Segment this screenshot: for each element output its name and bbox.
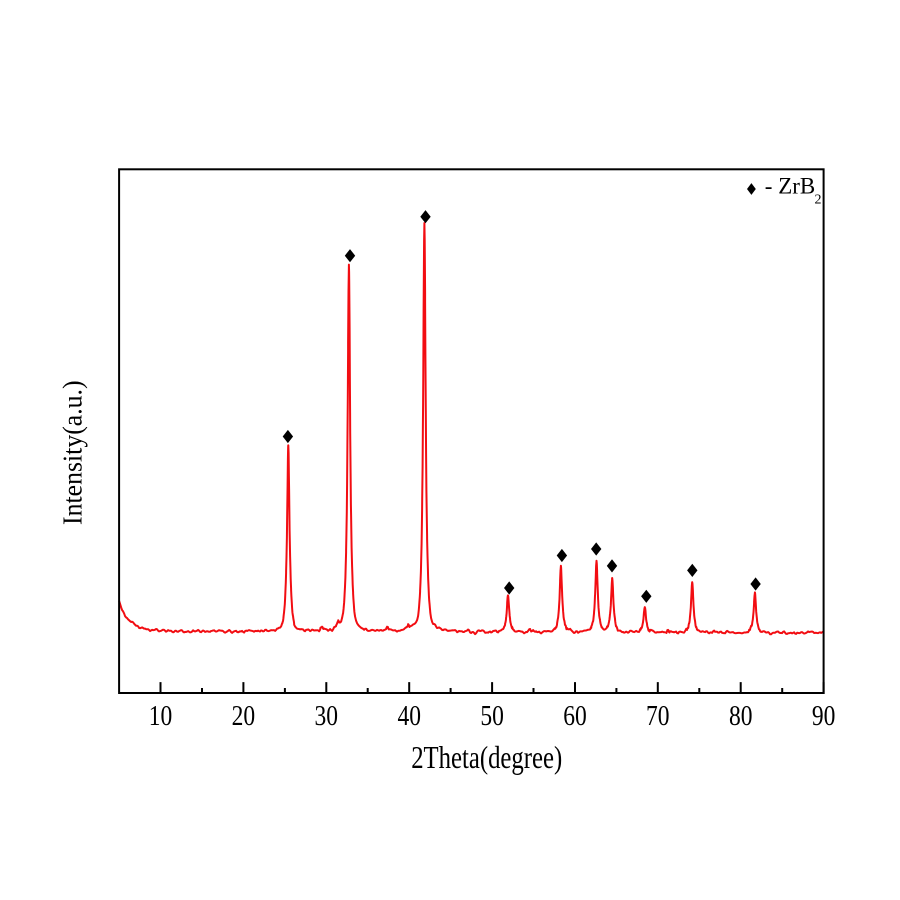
svg-text:90: 90 [812, 701, 836, 732]
svg-text:40: 40 [397, 701, 421, 732]
svg-text:2: 2 [815, 193, 822, 208]
svg-text:- ZrB: - ZrB [765, 174, 815, 199]
svg-text:Intensity(a.u.): Intensity(a.u.) [58, 380, 88, 525]
svg-text:80: 80 [729, 701, 753, 732]
svg-text:60: 60 [563, 701, 587, 732]
svg-text:20: 20 [232, 701, 256, 732]
svg-text:2Theta(degree): 2Theta(degree) [411, 739, 562, 775]
svg-text:50: 50 [480, 701, 504, 732]
svg-text:10: 10 [149, 701, 173, 732]
svg-text:70: 70 [646, 701, 670, 732]
svg-text:30: 30 [315, 701, 339, 732]
